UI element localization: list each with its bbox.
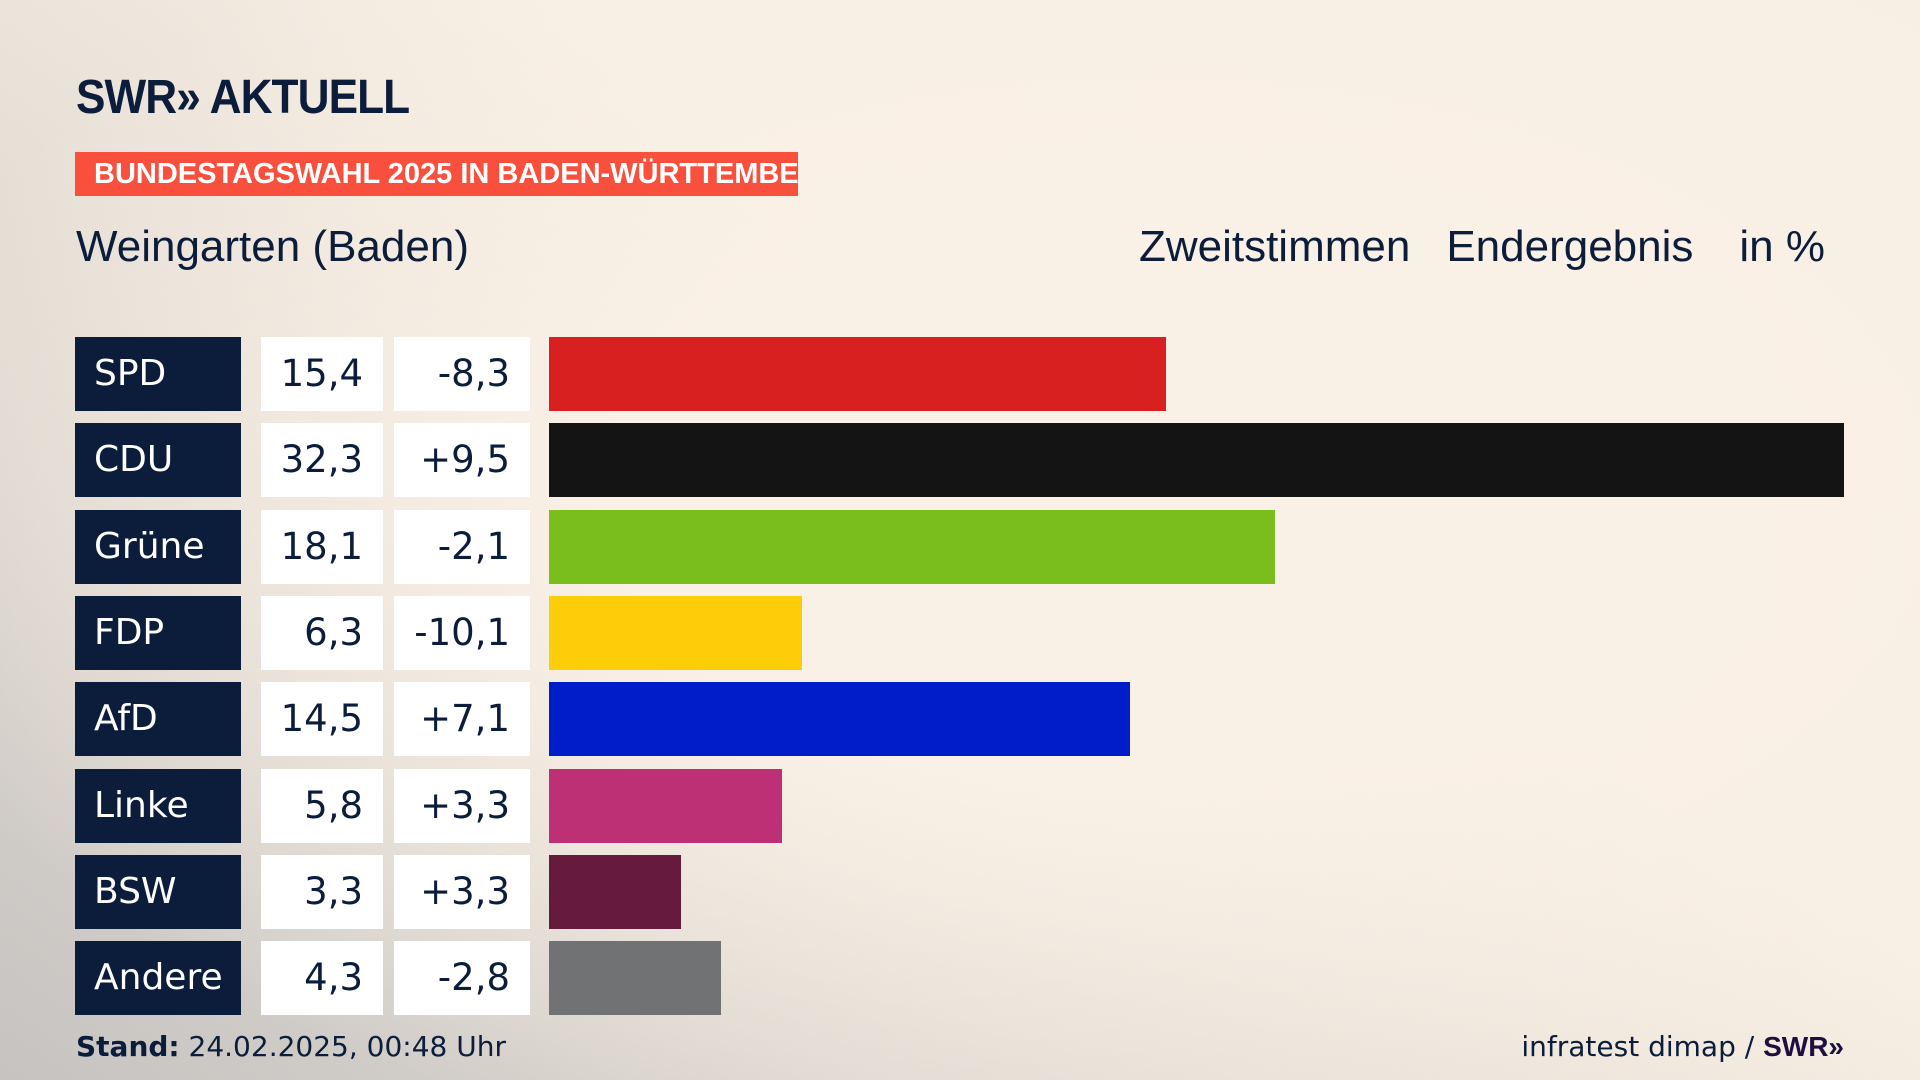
bar-grüne <box>549 509 1275 584</box>
bar-bsw <box>549 854 682 929</box>
result-status-label: Endergebnis <box>1446 222 1694 271</box>
source-text: infratest dimap / <box>1521 1030 1755 1063</box>
value-label: 18,1 <box>261 509 383 584</box>
bar-andere <box>549 941 722 1016</box>
value-label: 6,3 <box>261 595 383 670</box>
value-label: 4,3 <box>261 941 383 1016</box>
stand-label: Stand: <box>76 1030 180 1063</box>
swr-aktuell-logo: SWR» AKTUELL <box>76 71 410 124</box>
vote-type-label: Zweitstimmen <box>1138 222 1411 271</box>
change-label: +3,3 <box>394 854 530 929</box>
change-label: +7,1 <box>394 682 530 757</box>
bar-fdp <box>549 595 802 670</box>
timestamp: Stand: 24.02.2025, 00:48 Uhr <box>76 1030 506 1063</box>
election-banner: BUNDESTAGSWAHL 2025 IN BADEN-WÜRTTEMBERG <box>75 152 798 196</box>
unit-label: in % <box>1739 222 1825 271</box>
bar-afd <box>549 682 1131 757</box>
chart-header-labels: Zweitstimmen Endergebnis in % <box>1139 222 1825 272</box>
stand-value: 24.02.2025, 00:48 Uhr <box>188 1030 506 1063</box>
party-label: SPD <box>75 337 241 411</box>
party-label: BSW <box>75 854 241 929</box>
party-label: Grüne <box>75 509 241 584</box>
value-label: 5,8 <box>261 768 383 843</box>
party-label: Andere <box>75 941 241 1016</box>
bar-spd <box>549 337 1167 411</box>
value-label: 32,3 <box>261 423 383 498</box>
party-label: Linke <box>75 768 241 843</box>
bar-linke <box>549 768 782 843</box>
value-label: 15,4 <box>261 337 383 411</box>
source: infratest dimap / SWR» <box>1521 1030 1844 1063</box>
party-label: CDU <box>75 423 241 498</box>
change-label: +9,5 <box>394 423 530 498</box>
change-label: -10,1 <box>394 595 530 670</box>
value-label: 3,3 <box>261 854 383 929</box>
change-label: +3,3 <box>394 768 530 843</box>
change-label: -8,3 <box>394 337 530 411</box>
swr-source-logo: SWR» <box>1763 1031 1844 1062</box>
party-label: FDP <box>75 595 241 670</box>
value-label: 14,5 <box>261 682 383 757</box>
change-label: -2,1 <box>394 509 530 584</box>
constituency-title: Weingarten (Baden) <box>76 222 469 271</box>
party-label: AfD <box>75 682 241 757</box>
bar-cdu <box>549 423 1844 498</box>
change-label: -2,8 <box>394 941 530 1016</box>
